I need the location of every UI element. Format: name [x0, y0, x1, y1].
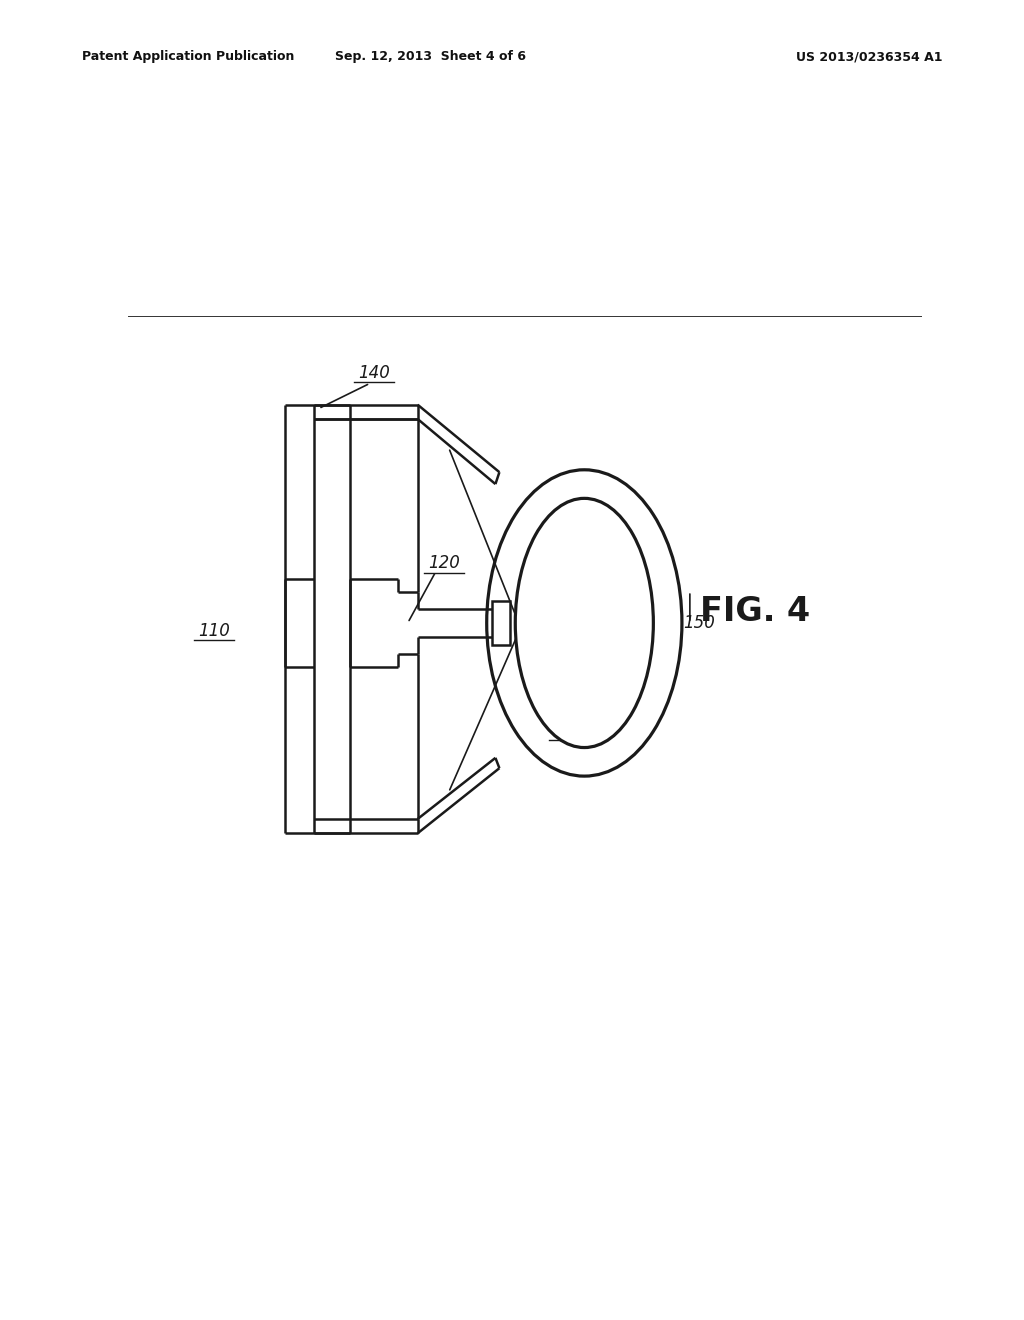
Text: FIG. 4: FIG. 4: [699, 594, 810, 627]
Text: 140: 140: [358, 364, 390, 381]
Text: 120: 120: [428, 554, 460, 573]
Text: 129: 129: [528, 614, 560, 632]
Text: 110: 110: [198, 622, 229, 640]
Text: 130: 130: [553, 721, 585, 739]
Ellipse shape: [515, 499, 653, 747]
Text: Sep. 12, 2013  Sheet 4 of 6: Sep. 12, 2013 Sheet 4 of 6: [335, 50, 525, 63]
Bar: [493, 601, 510, 644]
Text: 150: 150: [683, 614, 716, 632]
Text: US 2013/0236354 A1: US 2013/0236354 A1: [796, 50, 942, 63]
Text: 132: 132: [560, 507, 592, 525]
Text: Patent Application Publication: Patent Application Publication: [82, 50, 294, 63]
